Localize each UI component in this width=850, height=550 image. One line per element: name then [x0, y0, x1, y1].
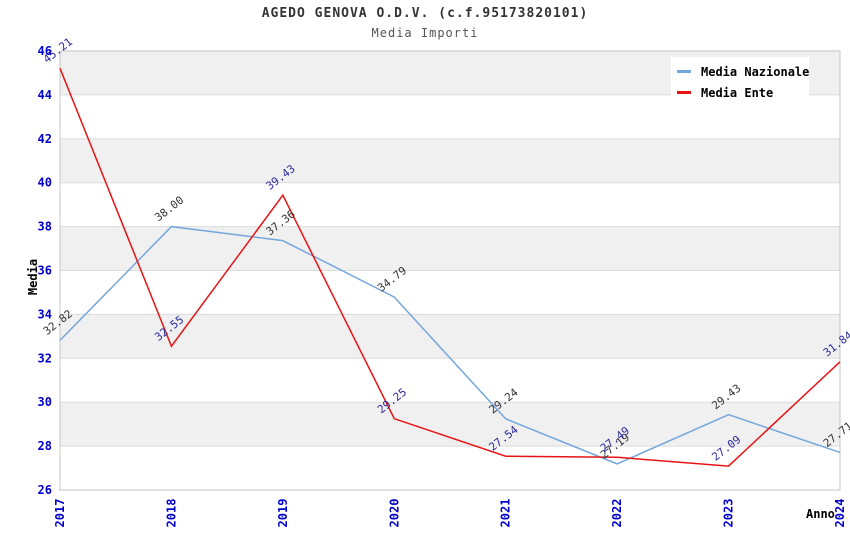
chart-subtitle: Media Importi — [371, 26, 479, 40]
y-tick-label: 46 — [38, 44, 52, 58]
y-tick-label: 40 — [38, 176, 52, 190]
y-tick-label: 28 — [38, 439, 52, 453]
y-tick-label: 42 — [38, 132, 52, 146]
legend-swatch-media-ente — [677, 91, 691, 94]
y-axis-title: Media — [26, 258, 40, 296]
plot-band — [60, 226, 840, 271]
y-tick-label: 30 — [38, 395, 52, 409]
legend-label: Media Nazionale — [701, 64, 810, 79]
x-tick-label: 2017 — [53, 499, 67, 528]
legend-swatch-media-nazionale — [677, 70, 691, 73]
x-tick-label: 2020 — [387, 499, 401, 528]
y-tick-label: 26 — [38, 483, 52, 497]
x-tick-label: 2021 — [499, 499, 513, 528]
y-tick-label: 44 — [38, 88, 52, 102]
x-axis-title: Anno — [806, 507, 835, 521]
y-tick-label: 34 — [38, 307, 52, 321]
y-tick-label: 32 — [38, 351, 52, 365]
legend-item-media-ente: Media Ente — [677, 85, 801, 100]
y-tick-label: 36 — [38, 264, 52, 278]
series-line-media-ente — [59, 68, 841, 467]
x-tick-label: 2022 — [610, 499, 624, 528]
plot-frame — [59, 50, 841, 491]
x-tick-label: 2023 — [722, 499, 736, 528]
x-tick-label: 2018 — [164, 499, 178, 528]
x-tick-label: 2024 — [833, 499, 847, 528]
legend-label: Media Ente — [701, 85, 774, 100]
plot-band — [60, 402, 840, 447]
data-label-media-nazionale: 38.00 — [152, 194, 186, 225]
y-tick-label: 38 — [38, 220, 52, 234]
plot-band — [60, 138, 840, 183]
series-line-media-nazionale — [59, 225, 841, 465]
legend-item-media-nazionale: Media Nazionale — [677, 64, 809, 79]
x-tick-label: 2019 — [276, 499, 290, 528]
legend: Media Nazionale Media Ente — [671, 57, 809, 107]
chart-title: AGEDO GENOVA O.D.V. (c.f.95173820101) — [261, 6, 589, 21]
